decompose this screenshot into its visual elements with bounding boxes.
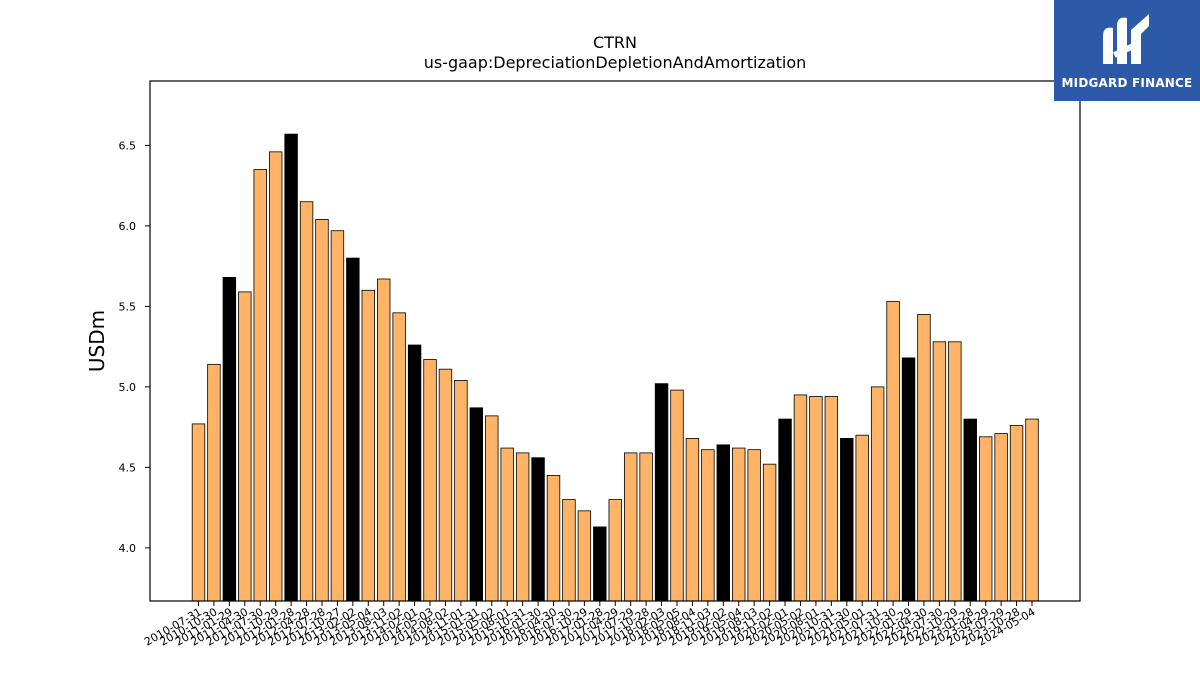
bar-2012-07-28 xyxy=(315,219,329,602)
y-tick-label: 4.0 xyxy=(119,542,137,555)
bar-2010-10-30 xyxy=(207,363,221,602)
bar-2023-04-29 xyxy=(978,436,993,602)
bar-2020-05-02 xyxy=(793,394,808,602)
bar-2013-11-02 xyxy=(392,312,406,602)
bar-2022-04-30 xyxy=(917,314,931,602)
bar-2012-01-28 xyxy=(284,133,298,602)
y-tick-label: 6.5 xyxy=(119,139,137,152)
bar-2021-07-31 xyxy=(870,386,885,602)
bar-2014-11-01 xyxy=(454,380,468,602)
y-tick-label: 6.0 xyxy=(119,220,137,233)
bars-group xyxy=(191,133,1039,602)
bar-2020-02-01 xyxy=(778,418,792,602)
bar-2012-10-27 xyxy=(330,230,345,602)
bar-2012-04-28 xyxy=(299,201,314,602)
bar-2016-07-30 xyxy=(562,499,576,602)
bar-2023-01-28 xyxy=(963,418,977,602)
bar-2015-05-02 xyxy=(485,415,499,602)
bar-2011-10-29 xyxy=(268,151,283,602)
bar-2022-07-30 xyxy=(932,341,947,602)
bar-2017-10-28 xyxy=(639,452,653,602)
bar-2019-11-02 xyxy=(762,463,777,602)
y-tick-label: 5.0 xyxy=(119,381,137,394)
bar-2024-05-04 xyxy=(1025,418,1039,602)
bar-2021-01-30 xyxy=(840,437,854,602)
y-tick-label: 5.5 xyxy=(119,300,137,313)
bar-2019-08-03 xyxy=(747,449,761,602)
bar-2011-07-30 xyxy=(253,169,267,602)
bar-2018-02-03 xyxy=(654,383,669,602)
x-axis-ticks: 2010-07-312010-10-302011-01-292011-04-30… xyxy=(142,601,1038,649)
plot-frame xyxy=(149,80,1081,602)
bar-2011-04-30 xyxy=(238,291,252,602)
bar-2017-01-28 xyxy=(593,526,607,602)
bar-2017-07-29 xyxy=(623,452,638,602)
bar-2015-08-01 xyxy=(500,447,514,602)
bar-2017-04-29 xyxy=(608,499,622,602)
bar-2023-10-28 xyxy=(1009,425,1024,602)
bar-2022-01-29 xyxy=(901,357,916,602)
bar-2018-08-04 xyxy=(685,437,700,602)
bar-2014-02-01 xyxy=(407,344,422,602)
bar-2020-08-01 xyxy=(809,396,823,602)
bar-2022-10-29 xyxy=(948,341,962,602)
bar-2018-11-03 xyxy=(701,449,715,602)
y-axis-label: USDm xyxy=(85,310,109,372)
bar-2013-05-04 xyxy=(361,289,375,602)
chart-title: CTRN xyxy=(593,33,637,52)
y-tick-label: 4.5 xyxy=(119,461,137,474)
bar-2021-05-01 xyxy=(855,434,869,602)
bar-2010-07-31 xyxy=(191,423,206,602)
bar-2020-10-31 xyxy=(824,396,839,602)
y-axis-ticks: 4.0 4.5 5.0 5.5 6.0 6.5 xyxy=(119,139,150,555)
bar-2016-01-30 xyxy=(531,457,545,602)
bar-2015-01-31 xyxy=(469,407,484,602)
bar-2015-10-31 xyxy=(515,452,530,602)
bar-2014-05-03 xyxy=(423,359,437,602)
bar-2019-05-04 xyxy=(732,447,746,602)
brand-name: MIDGARD FINANCE xyxy=(1061,75,1193,90)
bar-2013-08-03 xyxy=(377,278,391,602)
bar-2013-02-02 xyxy=(346,257,360,602)
bar-2014-08-02 xyxy=(438,368,453,602)
bar-2023-07-29 xyxy=(994,433,1008,602)
chart-subtitle: us-gaap:DepreciationDepletionAndAmortiza… xyxy=(424,53,807,72)
bar-2016-10-29 xyxy=(577,510,592,602)
bar-2011-01-29 xyxy=(222,277,237,602)
bar-2021-10-30 xyxy=(886,301,900,602)
bar-2019-02-02 xyxy=(716,444,731,602)
brand-mark-icon xyxy=(1103,13,1149,64)
bar-2016-04-30 xyxy=(546,475,561,602)
bar-2018-05-05 xyxy=(670,389,684,602)
brand-logo: MIDGARD FINANCE xyxy=(1054,0,1200,101)
